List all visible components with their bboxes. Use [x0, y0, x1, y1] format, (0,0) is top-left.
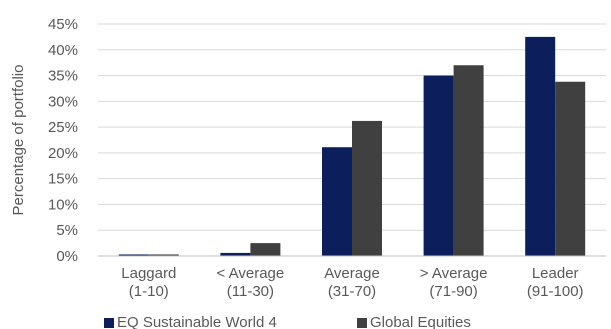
x-tick-label: (11-30) — [227, 283, 274, 300]
y-tick-label: 30% — [48, 93, 78, 110]
x-axis-ticks: Laggard(1-10) < Average(11-30) Average(31-… — [121, 265, 583, 300]
bar — [525, 36, 556, 257]
bar — [322, 147, 352, 256]
legend: EQ Sustainable World 4 Global Equities — [104, 314, 471, 329]
x-tick-label: Laggard — [121, 265, 176, 282]
x-tick-label: > Average — [420, 265, 488, 282]
y-tick-label: 25% — [48, 119, 78, 136]
bar — [555, 81, 586, 257]
y-tick-label: 20% — [48, 145, 78, 162]
y-tick-label: 15% — [48, 171, 78, 188]
bar — [148, 254, 179, 256]
bar — [250, 243, 281, 256]
y-tick-label: 40% — [48, 42, 78, 59]
y-axis-title: Percentage of portfolio — [10, 65, 27, 216]
bar — [453, 65, 484, 256]
bar — [423, 75, 454, 256]
bar — [220, 252, 251, 256]
y-tick-label: 45% — [48, 16, 78, 33]
y-axis-ticks: 0% 5% 10% 15% 20% 25% 30% 35% 40% 45% — [48, 16, 78, 265]
x-tick-label: (91-100) — [527, 283, 584, 300]
legend-swatch-eq-sustainable-world-4 — [104, 318, 114, 328]
bar — [352, 120, 382, 257]
legend-swatch-global-equities — [357, 318, 367, 328]
legend-label-eq-sustainable-world-4: EQ Sustainable World 4 — [117, 314, 277, 329]
bars — [118, 36, 586, 257]
bar — [118, 254, 149, 256]
legend-label-global-equities: Global Equities — [370, 314, 471, 329]
x-tick-label: (1-10) — [129, 283, 169, 300]
y-tick-label: 0% — [56, 248, 78, 265]
x-tick-label: < Average — [217, 265, 285, 282]
x-tick-label: (71-90) — [429, 283, 477, 300]
x-tick-label: Average — [324, 265, 380, 282]
y-tick-label: 35% — [48, 68, 78, 85]
y-tick-label: 10% — [48, 196, 78, 213]
y-tick-label: 5% — [56, 222, 78, 239]
x-tick-label: Leader — [532, 265, 579, 282]
x-tick-label: (31-70) — [328, 283, 376, 300]
